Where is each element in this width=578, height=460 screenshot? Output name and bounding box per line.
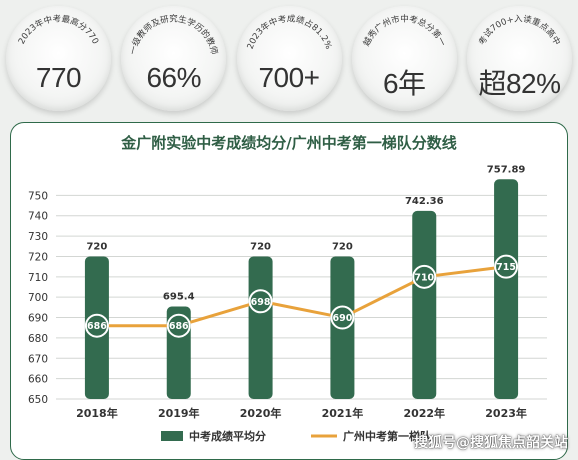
chart-title: 金广附实验中考成绩均分/广州中考第一梯队分数线 [120, 134, 456, 152]
x-tick-label: 2019年 [158, 406, 200, 420]
line-marker [494, 254, 519, 279]
y-tick-label: 650 [28, 394, 48, 406]
stat-caption-arc: 考试700+入读重点高中 [477, 14, 562, 47]
y-tick-label: 690 [28, 313, 48, 325]
bar-value-label: 720 [86, 241, 107, 252]
y-tick-label: 680 [28, 333, 48, 345]
line-marker-label: 715 [496, 262, 516, 273]
y-tick-label: 740 [28, 211, 48, 223]
line-marker [412, 264, 437, 289]
y-tick-label: 660 [28, 374, 48, 386]
line-marker-label: 686 [87, 321, 107, 332]
bar [494, 179, 519, 399]
line-marker-label: 710 [414, 272, 434, 283]
threshold-line-path [96, 265, 507, 328]
bar-value-label: 720 [250, 241, 271, 252]
bar-value-label: 720 [332, 241, 353, 252]
stat-circle: 2023年中考成绩占81.2% 700+ [236, 6, 342, 111]
y-tick-label: 720 [28, 251, 48, 263]
threshold-line [96, 265, 507, 328]
bar-value-label: 757.89 [487, 164, 526, 175]
svg-text:2023年中考成绩占81.2%: 2023年中考成绩占81.2% [245, 13, 333, 50]
bar [412, 210, 437, 399]
stat-value: 6年 [382, 68, 426, 99]
grid [56, 194, 547, 400]
stat-caption: 越秀广州市中考总分第一 [361, 14, 447, 49]
watermark: 搜狐号@搜狐焦点韶关站 [414, 435, 568, 451]
svg-text:考试700+入读重点高中: 考试700+入读重点高中 [477, 14, 562, 47]
x-tick-label: 2023年 [485, 406, 527, 420]
bars [84, 179, 519, 399]
line-marker [248, 289, 273, 314]
y-tick-label: 750 [28, 190, 48, 202]
x-tick-label: 2022年 [403, 406, 445, 420]
stat-value: 770 [35, 62, 82, 93]
legend-swatch-bar [161, 431, 183, 441]
x-tick-label: 2020年 [240, 406, 282, 420]
svg-text:2023年中考最高分770: 2023年中考最高分770 [17, 14, 100, 46]
bar-value-label: 742.36 [405, 196, 444, 207]
legend-label: 广州中考第一梯队 [343, 429, 432, 443]
x-axis: 2018年 2019年 2020年 2021年 2022年 2023年 [76, 406, 527, 420]
line-marker-label: 698 [251, 297, 271, 308]
stat-circle: 2023年中考最高分770 770 [6, 6, 111, 111]
x-tick-label: 2018年 [76, 406, 118, 420]
y-axis: 650 660 670 680 690 700 710 720 730 740 750 [28, 190, 48, 406]
stat-caption-arc: 越秀广州市中考总分第一 [361, 14, 447, 49]
line-marker [330, 305, 355, 330]
stat-caption: 2023年中考成绩占81.2% [245, 13, 333, 50]
stat-caption-arc: 2023年中考最高分770 [17, 14, 100, 46]
score-chart: 金广附实验中考成绩均分/广州中考第一梯队分数线 650 660 670 680 690 7… [28, 134, 547, 443]
stat-value: 66% [146, 62, 202, 93]
stats-row: 2023年中考最高分770 770 一级教师及研究生学历的教师 66% 2023… [6, 6, 572, 118]
svg-text:越秀广州市中考总分第一: 越秀广州市中考总分第一 [361, 14, 447, 49]
y-tick-label: 730 [28, 231, 48, 243]
stat-circle: 越秀广州市中考总分第一 6年 [351, 6, 457, 111]
line-markers: 686 686 698 690 710 715 [84, 254, 519, 338]
stat-value: 700+ [258, 62, 320, 93]
bar-value-label: 695.4 [163, 292, 195, 303]
stat-value: 超82% [478, 68, 561, 99]
line-marker [84, 313, 109, 338]
y-tick-label: 710 [28, 272, 48, 284]
line-marker [166, 313, 191, 338]
stat-caption: 考试700+入读重点高中 [477, 14, 562, 47]
stat-caption-arc: 2023年中考成绩占81.2% [245, 13, 333, 50]
y-tick-label: 670 [28, 353, 48, 365]
stat-circle: 一级教师及研究生学历的教师 66% [121, 6, 227, 111]
stat-caption-arc: 一级教师及研究生学历的教师 [129, 14, 220, 57]
stat-circle: 考试700+入读重点高中 超82% [467, 6, 572, 111]
line-marker-label: 686 [169, 321, 189, 332]
x-tick-label: 2021年 [322, 406, 364, 420]
bar-labels: 720 695.4 720 720 742.36 757.89 [86, 164, 525, 302]
stat-caption: 一级教师及研究生学历的教师 [129, 14, 220, 57]
bar [248, 256, 273, 399]
stat-caption: 2023年中考最高分770 [17, 14, 100, 46]
legend-label: 中考成绩平均分 [189, 429, 266, 443]
legend: 中考成绩平均分 广州中考第一梯队 [161, 429, 432, 443]
line-marker-label: 690 [332, 313, 352, 324]
y-tick-label: 700 [28, 292, 48, 304]
svg-text:一级教师及研究生学历的教师: 一级教师及研究生学历的教师 [129, 14, 220, 57]
chart-panel: 金广附实验中考成绩均分/广州中考第一梯队分数线 650 660 670 680 690 7… [10, 122, 568, 460]
